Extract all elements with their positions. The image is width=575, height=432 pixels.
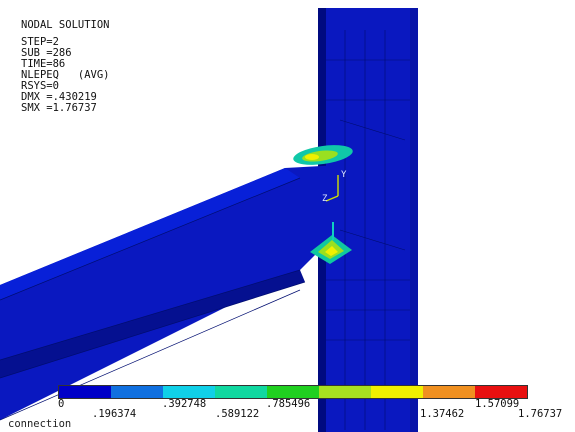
contour-color-bar xyxy=(58,385,528,399)
color-swatch xyxy=(267,386,319,398)
figure-caption: connection xyxy=(8,418,72,430)
beam-top-flange xyxy=(0,168,300,300)
color-swatch xyxy=(215,386,267,398)
color-swatch xyxy=(319,386,371,398)
color-swatch xyxy=(371,386,423,398)
color-swatch xyxy=(111,386,163,398)
legend-label: 0 xyxy=(58,398,65,410)
color-swatch xyxy=(59,386,111,398)
axis-triad xyxy=(325,175,339,202)
legend-label: .196374 xyxy=(92,408,137,420)
axis-label-z: Z xyxy=(322,194,328,204)
legend-label: .785496 xyxy=(266,398,311,410)
info-line: RSYS=0 xyxy=(21,80,59,92)
legend-label: 1.37462 xyxy=(420,408,465,420)
legend-label: .392748 xyxy=(162,398,207,410)
axis-label-y: Y xyxy=(341,170,347,180)
column-flange-right xyxy=(410,8,418,432)
info-line: NLEPEQ (AVG) xyxy=(21,69,110,81)
legend-label: .589122 xyxy=(215,408,260,420)
info-line: SUB =286 xyxy=(21,47,72,59)
stress-hotspot-lower xyxy=(310,222,352,264)
info-line: DMX =.430219 xyxy=(21,91,97,103)
beam-bottom-flange xyxy=(0,270,305,378)
column-mesh xyxy=(326,30,410,430)
info-line: SMX =1.76737 xyxy=(21,102,97,114)
legend-label: 1.76737 xyxy=(518,408,563,420)
beam-edges xyxy=(0,177,306,421)
legend-label: 1.57099 xyxy=(475,398,520,410)
color-swatch xyxy=(475,386,527,398)
color-swatch xyxy=(423,386,475,398)
info-line: STEP=2 xyxy=(21,36,59,48)
beam-body xyxy=(0,165,340,420)
info-line: TIME=86 xyxy=(21,58,66,70)
stress-hotspot-upper xyxy=(293,145,353,165)
solution-title: NODAL SOLUTION xyxy=(21,19,110,31)
color-swatch xyxy=(163,386,215,398)
